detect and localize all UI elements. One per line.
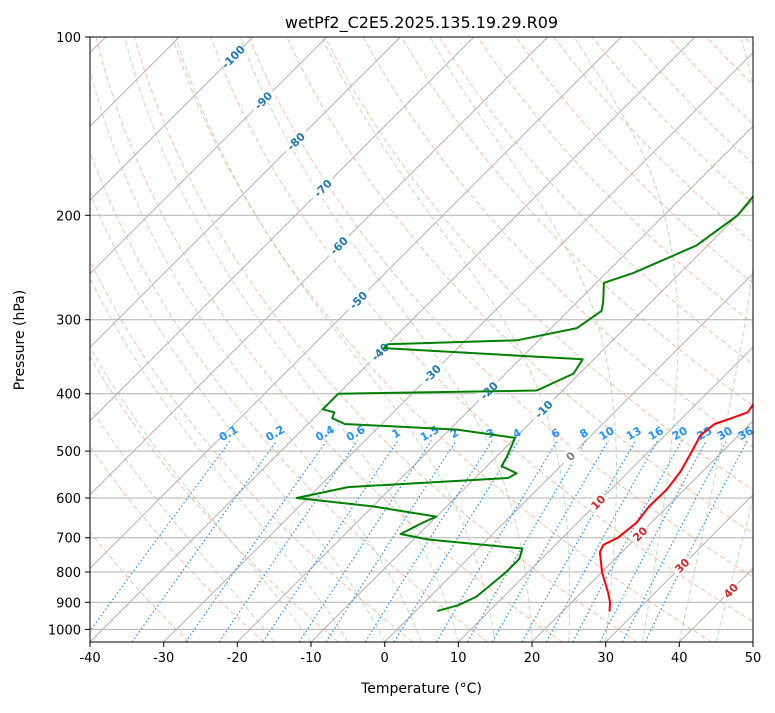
chart-title: wetPf2_C2E5.2025.135.19.29.R09 <box>285 13 558 33</box>
y-tick-label: 100 <box>56 31 81 46</box>
x-axis-label: Temperature (°C) <box>360 681 482 697</box>
x-tick-label: 50 <box>745 651 762 666</box>
x-tick-label: 0 <box>381 651 389 666</box>
x-tick-label: -10 <box>300 651 321 666</box>
y-tick-label: 800 <box>56 566 81 581</box>
x-tick-label: 10 <box>450 651 467 666</box>
y-tick-label: 1000 <box>48 623 81 638</box>
x-tick-label: 40 <box>671 651 688 666</box>
x-tick-label: -40 <box>79 651 100 666</box>
y-axis-label: Pressure (hPa) <box>12 290 28 390</box>
y-tick-label: 900 <box>56 596 81 611</box>
y-tick-label: 500 <box>56 445 81 460</box>
y-tick-label: 400 <box>56 388 81 403</box>
x-tick-label: -20 <box>227 651 248 666</box>
y-tick-label: 600 <box>56 492 81 507</box>
x-tick-label: 20 <box>524 651 541 666</box>
y-tick-label: 200 <box>56 209 81 224</box>
x-tick-label: 30 <box>597 651 614 666</box>
y-tick-label: 300 <box>56 314 81 329</box>
x-tick-label: -30 <box>153 651 174 666</box>
y-tick-label: 700 <box>56 532 81 547</box>
